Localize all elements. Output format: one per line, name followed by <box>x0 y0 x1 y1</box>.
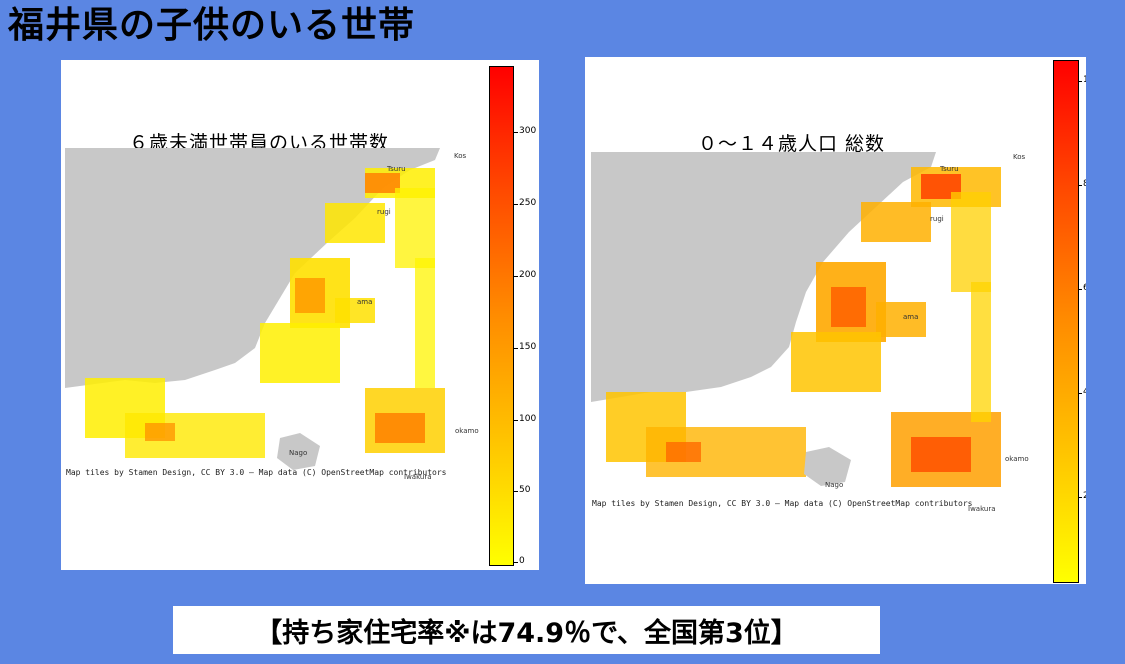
colorbar-tick: 150 <box>513 342 537 352</box>
colorbar-tick: 200 <box>1077 491 1086 501</box>
footer-text: 【持ち家住宅率※は74.9％で、全国第3位】 <box>255 617 798 649</box>
colorbar-tick: 300 <box>513 126 537 136</box>
place-label: Tsuru <box>940 165 959 173</box>
colorbar-tick: 1000 <box>1078 75 1086 85</box>
map-attribution: Map tiles by Stamen Design, CC BY 3.0 — … <box>592 499 973 508</box>
heatmap-map[interactable] <box>591 152 1027 497</box>
map-panel-children-under-6: ６歳未満世帯員のいる世帯数 Kos Tsuru rugi ama okamo N… <box>61 60 539 570</box>
colorbar-tick: 600 <box>1077 283 1086 293</box>
place-label: okamo <box>455 427 479 435</box>
colorbar-tick: 0 <box>514 556 525 566</box>
heatmap-map[interactable] <box>65 148 470 478</box>
colorbar <box>1053 60 1079 583</box>
footer-banner: 【持ち家住宅率※は74.9％で、全国第3位】 <box>173 606 880 654</box>
place-label: ama <box>903 313 919 321</box>
colorbar-tick: 800 <box>1077 179 1086 189</box>
colorbar-tick: 200 <box>513 270 537 280</box>
place-label: ama <box>357 298 373 306</box>
map-attribution: Map tiles by Stamen Design, CC BY 3.0 — … <box>66 468 447 477</box>
colorbar-tick: 100 <box>513 414 537 424</box>
colorbar <box>489 66 514 566</box>
place-label: Iwakura <box>404 473 432 481</box>
place-label: Nago <box>289 449 308 457</box>
place-label: rugi <box>377 208 391 216</box>
map-panel-population-0-14: ０～１４歳人口 総数 Kos Tsuru rugi ama okamo Nago… <box>585 57 1086 584</box>
sea-area <box>591 152 936 402</box>
colorbar-tick: 400 <box>1077 387 1086 397</box>
heatmap-cells <box>606 167 1001 487</box>
colorbar-tick: 50 <box>513 485 531 495</box>
place-label: Kos <box>1013 153 1026 161</box>
place-label: Iwakura <box>968 505 996 513</box>
place-label: Kos <box>454 152 467 160</box>
lake <box>277 433 320 470</box>
colorbar-tick: 250 <box>513 198 537 208</box>
map-title: ０～１４歳人口 総数 <box>698 133 886 155</box>
place-label: okamo <box>1005 455 1029 463</box>
heatmap-cells <box>85 168 445 458</box>
slide-title: 福井県の子供のいる世帯 <box>8 5 416 46</box>
place-label: Nago <box>825 481 844 489</box>
place-label: Tsuru <box>387 165 406 173</box>
lake <box>804 447 851 486</box>
place-label: rugi <box>930 215 944 223</box>
